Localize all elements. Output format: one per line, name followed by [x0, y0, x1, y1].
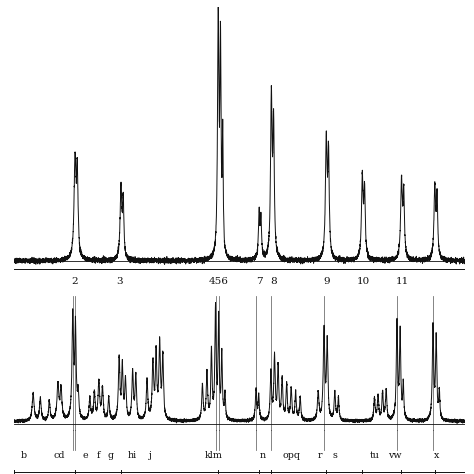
Text: tu: tu	[370, 451, 379, 460]
Text: 8: 8	[270, 277, 276, 286]
Text: b: b	[21, 451, 27, 460]
Text: 10: 10	[356, 277, 370, 286]
Text: 3: 3	[117, 277, 123, 286]
Text: f: f	[97, 451, 100, 460]
Text: 456: 456	[209, 277, 229, 286]
Text: opq: opq	[282, 451, 300, 460]
Text: s: s	[333, 451, 337, 460]
Text: vw: vw	[388, 451, 401, 460]
Text: hi: hi	[128, 451, 137, 460]
Text: j: j	[149, 451, 152, 460]
Text: 9: 9	[324, 277, 330, 286]
Text: 7: 7	[256, 277, 263, 286]
Text: g: g	[107, 451, 113, 460]
Text: klm: klm	[205, 451, 223, 460]
Text: r: r	[317, 451, 322, 460]
Text: 11: 11	[396, 277, 410, 286]
Text: cd: cd	[54, 451, 65, 460]
Text: n: n	[260, 451, 266, 460]
Text: 2: 2	[72, 277, 78, 286]
Text: x: x	[434, 451, 439, 460]
Text: e: e	[82, 451, 88, 460]
